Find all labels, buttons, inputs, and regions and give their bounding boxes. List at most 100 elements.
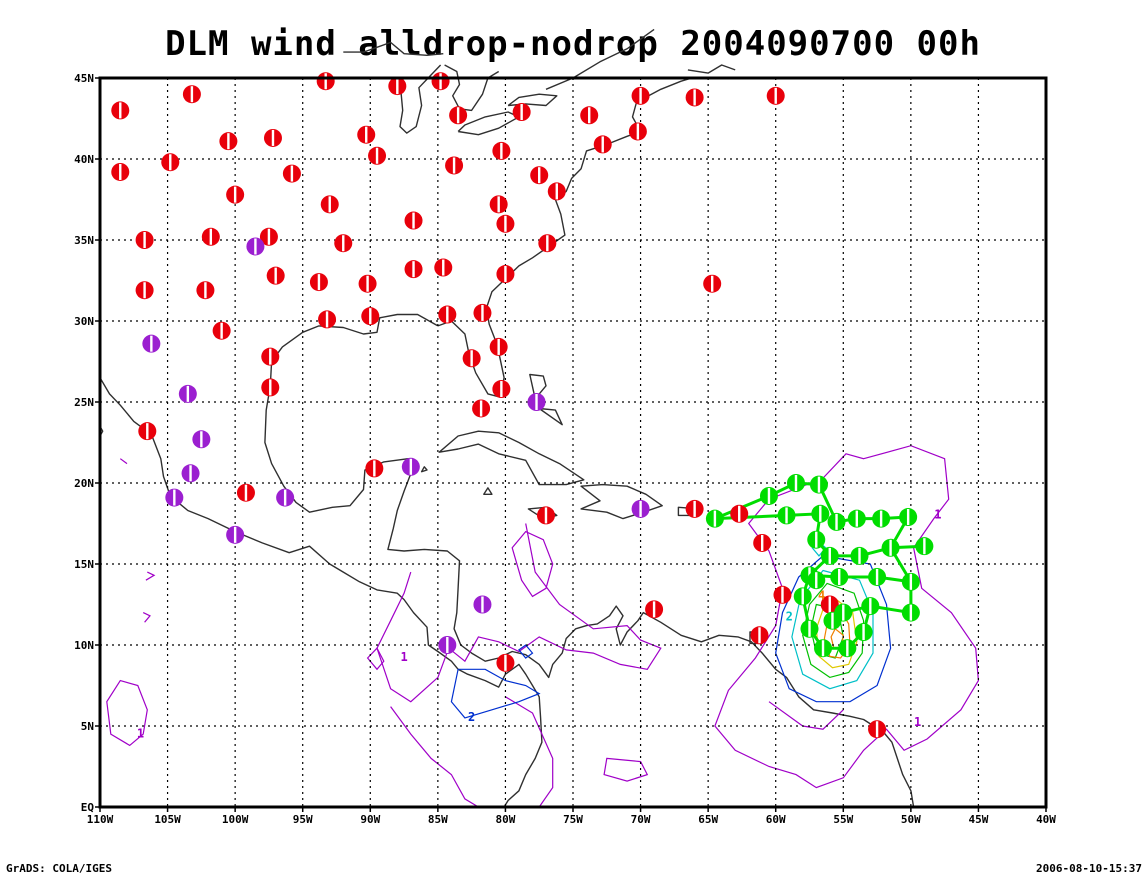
- station-marker-red: [320, 195, 339, 214]
- station-marker-red: [219, 132, 238, 151]
- contour-label: 1: [400, 650, 407, 664]
- contour-line: [376, 523, 662, 703]
- lat-tick-label: 20N: [74, 477, 94, 490]
- station-marker-red: [628, 122, 647, 141]
- station-marker-red: [161, 153, 180, 172]
- station-marker-purple: [226, 525, 245, 544]
- dropsonde-marker: [915, 537, 934, 556]
- coastline: [457, 111, 520, 136]
- station-marker-red: [593, 135, 612, 154]
- station-marker-purple: [181, 464, 200, 483]
- lon-tick-label: 55W: [833, 813, 853, 826]
- dropsonde-marker: [823, 611, 842, 630]
- contour-layer: [106, 445, 980, 808]
- station-marker-red: [766, 86, 785, 105]
- contour-label: 2: [468, 710, 475, 724]
- lon-tick-label: 45W: [968, 813, 988, 826]
- station-marker-purple: [178, 384, 197, 403]
- station-marker-red: [316, 72, 335, 91]
- lon-tick-label: 85W: [428, 813, 448, 826]
- contour-line: [775, 555, 892, 703]
- coastline: [545, 28, 655, 90]
- station-marker-red: [259, 227, 278, 246]
- lon-tick-label: 100W: [222, 813, 249, 826]
- contour-line: [714, 445, 980, 789]
- map-title: DLM wind alldrop-nodrop 2004090700 00h: [165, 24, 981, 64]
- contour-line: [142, 612, 151, 623]
- contour-label-layer: 1 1 1 2 1 4 2: [137, 508, 942, 741]
- station-marker-red: [201, 227, 220, 246]
- station-marker-red: [580, 106, 599, 125]
- lon-tick-label: 110W: [87, 813, 114, 826]
- dropsonde-marker: [850, 546, 869, 565]
- island-coast: [580, 483, 663, 520]
- contour-line: [390, 706, 479, 808]
- station-marker-red: [489, 337, 508, 356]
- station-marker-red: [472, 399, 491, 418]
- station-marker-purple: [473, 595, 492, 614]
- station-marker-red: [496, 265, 515, 284]
- dropsonde-track: [809, 573, 912, 584]
- station-marker-red: [530, 166, 549, 185]
- station-marker-purple: [438, 636, 457, 654]
- station-marker-red: [750, 626, 769, 645]
- station-marker-red: [282, 164, 301, 183]
- dropsonde-marker: [901, 603, 920, 622]
- island-coast: [538, 407, 563, 426]
- lat-tick-label: 10N: [74, 639, 94, 652]
- station-marker-red: [404, 211, 423, 230]
- dropsonde-marker: [777, 506, 796, 525]
- contour-label: 4: [818, 589, 825, 603]
- lon-tick-label: 80W: [495, 813, 515, 826]
- station-marker-purple: [246, 237, 265, 256]
- contour-line: [119, 458, 128, 465]
- dropsonde-marker: [901, 572, 920, 591]
- station-marker-red: [438, 305, 457, 324]
- coastline: [343, 41, 444, 56]
- dropsonde-marker: [830, 567, 849, 586]
- station-marker-red: [473, 303, 492, 322]
- station-marker-red: [462, 349, 481, 368]
- station-marker-red: [547, 182, 566, 201]
- lat-tick-label: 5N: [81, 720, 94, 733]
- station-marker-red: [445, 156, 464, 175]
- station-layer: [111, 72, 934, 739]
- dropsonde-marker: [838, 639, 857, 658]
- station-marker-red: [334, 234, 353, 253]
- station-marker-red: [361, 307, 380, 326]
- station-marker-red: [309, 273, 328, 292]
- station-marker-purple: [192, 430, 211, 449]
- station-marker-red: [196, 281, 215, 300]
- coastline: [687, 64, 736, 74]
- lat-tick-label: EQ: [81, 801, 95, 814]
- island-coast: [529, 373, 547, 400]
- dropsonde-marker: [811, 504, 830, 523]
- dropsonde-marker: [847, 509, 866, 528]
- station-marker-red: [358, 274, 377, 293]
- station-marker-purple: [631, 499, 650, 518]
- lat-tick-label: 35N: [74, 234, 94, 247]
- station-marker-purple: [276, 488, 295, 507]
- lat-tick-label: 15N: [74, 558, 94, 571]
- lat-tick-label: 45N: [74, 72, 94, 85]
- lon-tick-label: 50W: [901, 813, 921, 826]
- station-marker-red: [773, 585, 792, 604]
- coastline: [399, 64, 442, 134]
- contour-line: [768, 701, 844, 730]
- station-marker-red: [226, 185, 245, 204]
- station-marker-red: [868, 720, 887, 739]
- contour-line: [145, 571, 156, 581]
- station-marker-red: [135, 231, 154, 249]
- station-marker-red: [512, 103, 531, 122]
- station-marker-red: [536, 506, 555, 525]
- dropsonde-marker: [814, 639, 833, 658]
- lat-tick-label: 40N: [74, 153, 94, 166]
- dropsonde-marker: [868, 567, 887, 586]
- station-marker-red: [138, 422, 157, 441]
- station-marker-red: [496, 653, 515, 672]
- station-marker-red: [261, 347, 280, 366]
- contour-line: [603, 757, 649, 782]
- contour-label: 1: [914, 715, 921, 729]
- lon-tick-label: 70W: [631, 813, 651, 826]
- lon-tick-label: 105W: [154, 813, 181, 826]
